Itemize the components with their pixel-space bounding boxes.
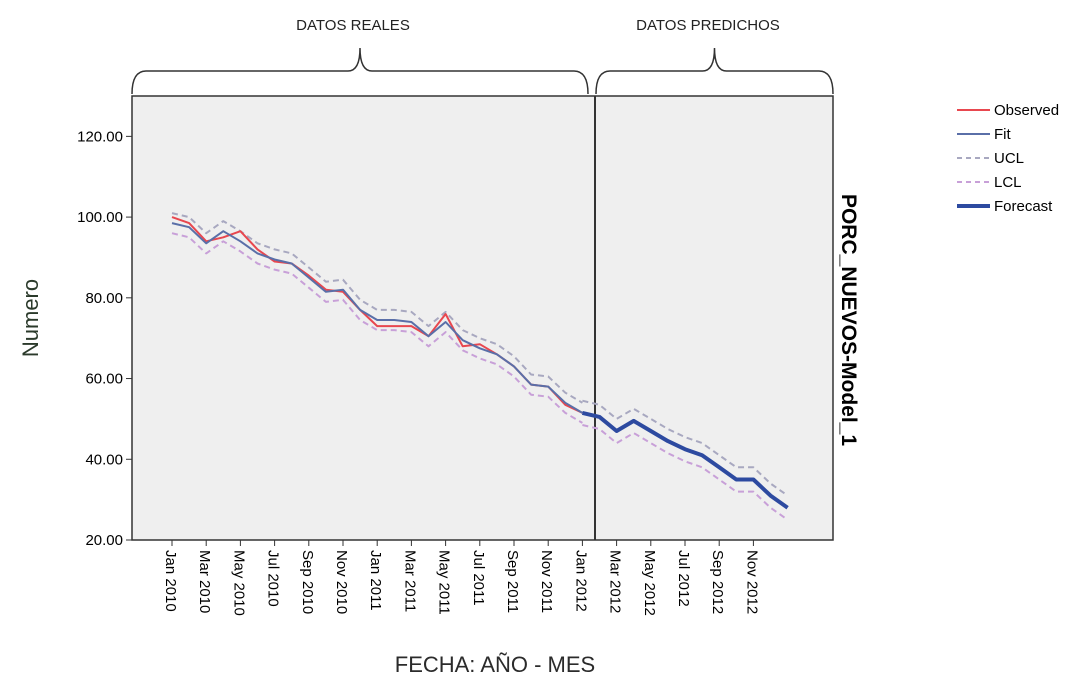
legend-label-lcl: LCL: [994, 174, 1022, 191]
brace-real-data: [131, 47, 589, 95]
x-tick-label: Nov 2011: [538, 550, 555, 613]
x-tick-label: Jul 2011: [470, 550, 487, 606]
series-line-forecast: [581, 410, 789, 510]
x-tick-label: Jul 2012: [675, 550, 692, 607]
y-tick-label: 120.00: [77, 128, 123, 145]
series-model-title: PORC_NUEVOS-Model_1: [837, 194, 860, 446]
x-tick-label: Mar 2012: [607, 550, 624, 613]
x-tick-label: Mar 2010: [196, 550, 213, 613]
legend-label-forecast: Forecast: [994, 198, 1053, 215]
series-line-fit: [171, 222, 583, 414]
x-tick-label: Jan 2010: [162, 550, 179, 612]
legend: Observed Fit UCL LCL Forecast: [957, 102, 1059, 215]
x-tick-label: Sep 2011: [504, 550, 521, 613]
series-layer: [171, 212, 789, 521]
section-label-predicted: DATOS PREDICHOS: [636, 17, 780, 34]
x-tick-label: Jan 2011: [367, 550, 384, 611]
section-label-real: DATOS REALES: [296, 17, 410, 34]
x-tick-label: Sep 2010: [299, 550, 316, 614]
y-tick-label: 20.00: [85, 532, 123, 549]
y-tick-label: 60.00: [85, 371, 123, 388]
series-line-ucl: [582, 399, 789, 497]
x-tick-label: Jan 2012: [572, 550, 589, 612]
x-tick-label: May 2012: [641, 550, 658, 616]
section-braces: [131, 47, 834, 95]
x-tick-label: Sep 2012: [709, 550, 726, 614]
x-axis-label: FECHA: AÑO - MES: [395, 652, 595, 677]
axes-layer: 20.00 40.00 60.00 80.00 100.00 120.00 Jan 2010…: [77, 128, 760, 616]
y-tick-label: 100.00: [77, 209, 123, 226]
legend-label-observed: Observed: [994, 102, 1059, 119]
legend-label-ucl: UCL: [994, 150, 1024, 167]
x-tick-label: Nov 2010: [333, 550, 350, 614]
legend-label-fit: Fit: [994, 126, 1011, 143]
x-tick-label: May 2010: [230, 550, 247, 616]
brace-predicted-data: [595, 47, 834, 95]
plot-area: [131, 95, 834, 541]
y-axis-label: Numero: [18, 279, 43, 357]
y-tick-label: 80.00: [85, 290, 123, 307]
series-line-lcl: [582, 424, 789, 521]
series-line-lcl: [171, 232, 583, 424]
x-tick-label: Mar 2011: [401, 550, 418, 612]
y-tick-label: 40.00: [85, 451, 123, 468]
x-tick-label: Nov 2012: [743, 550, 760, 614]
x-tick-label: Jul 2010: [265, 550, 282, 607]
x-tick-label: May 2011: [436, 550, 453, 615]
